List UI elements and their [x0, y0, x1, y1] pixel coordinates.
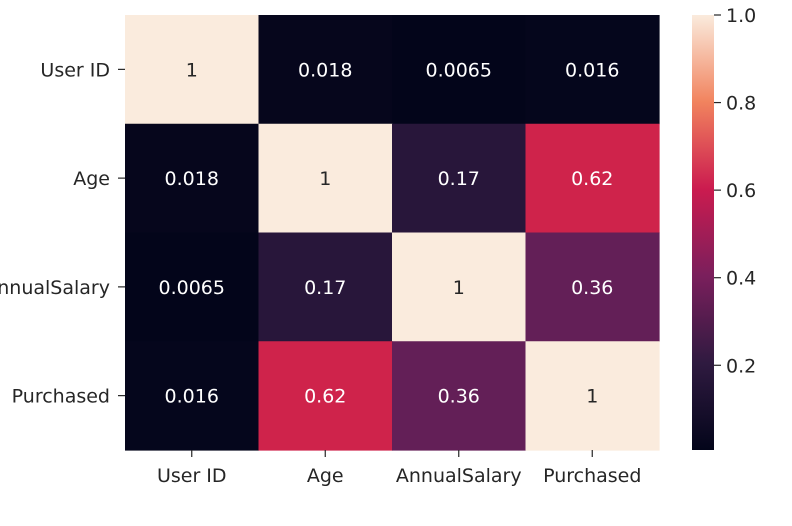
cell-label: 0.17 — [438, 168, 480, 190]
heatmap-cells — [125, 15, 660, 451]
colorbar-tick-label: 0.8 — [726, 93, 756, 115]
y-tick-label: AnnualSalary — [0, 277, 110, 299]
heatmap-cell — [392, 15, 527, 125]
y-tick-label: Purchased — [12, 386, 110, 408]
colorbar-tick-label: 0.4 — [726, 268, 756, 290]
colorbar-gradient — [692, 15, 714, 450]
cell-label: 0.0065 — [426, 59, 492, 81]
cell-label: 0.016 — [165, 386, 219, 408]
heatmap-cell — [258, 232, 393, 342]
cell-label: 1 — [186, 59, 198, 81]
x-tick-label: AnnualSalary — [396, 465, 522, 487]
colorbar-ticks: 0.2 0.4 0.6 0.8 1.0 — [714, 5, 756, 377]
cell-label: 0.62 — [304, 386, 346, 408]
cell-label: 1 — [453, 277, 465, 299]
colorbar-tick-label: 0.6 — [726, 180, 756, 202]
cell-label: 0.36 — [571, 277, 613, 299]
cell-label: 0.17 — [304, 277, 346, 299]
heatmap-cell — [258, 123, 393, 234]
cell-label: 0.0065 — [159, 277, 225, 299]
heatmap-cell — [125, 123, 260, 234]
cell-label: 0.018 — [165, 168, 219, 190]
heatmap-cell — [392, 232, 527, 342]
cell-label: 0.36 — [438, 386, 480, 408]
colorbar — [692, 15, 714, 450]
heatmap-cell — [125, 341, 260, 451]
heatmap-cell — [525, 15, 660, 125]
x-tick-label: Purchased — [543, 465, 641, 487]
colorbar-tick-label: 0.2 — [726, 355, 756, 377]
heatmap-cell — [392, 123, 527, 234]
heatmap-cell — [125, 15, 260, 125]
y-tick-label: User ID — [40, 59, 110, 81]
y-tick-label: Age — [73, 168, 110, 190]
heatmap-cell — [125, 232, 260, 342]
y-axis: User ID Age AnnualSalary Purchased — [0, 59, 125, 408]
x-axis: User ID Age AnnualSalary Purchased — [157, 450, 641, 487]
heatmap-cell — [392, 341, 527, 451]
cell-label: 1 — [586, 386, 598, 408]
cell-label: 0.62 — [571, 168, 613, 190]
heatmap-cell — [525, 123, 660, 234]
x-tick-label: Age — [307, 465, 344, 487]
x-tick-label: User ID — [157, 465, 227, 487]
cell-label: 1 — [319, 168, 331, 190]
heatmap-cell — [258, 341, 393, 451]
cell-label: 0.018 — [298, 59, 352, 81]
heatmap-cell-labels: 1 0.018 0.0065 0.016 0.018 1 0.17 0.62 0.0065 0.1… — [159, 59, 620, 407]
heatmap-cell — [525, 341, 660, 451]
heatmap-cell — [258, 15, 393, 125]
colorbar-tick-label: 1.0 — [726, 5, 756, 27]
heatmap-cell — [525, 232, 660, 342]
cell-label: 0.016 — [565, 59, 619, 81]
